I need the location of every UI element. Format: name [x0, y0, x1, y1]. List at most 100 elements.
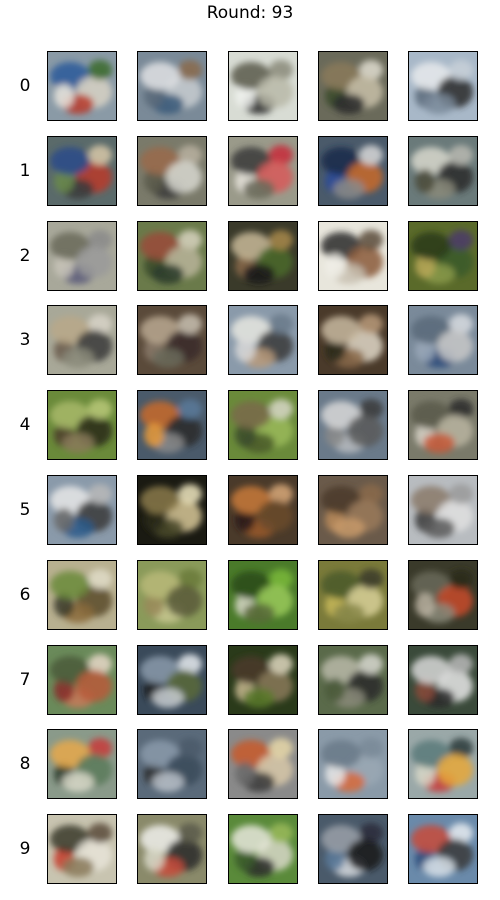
- sample-blob: [62, 433, 94, 453]
- sample-blob: [269, 314, 293, 334]
- sample-image-content: [138, 391, 206, 459]
- sample-blob: [235, 338, 255, 362]
- sample-image: [137, 390, 207, 460]
- sample-image-content: [229, 222, 297, 290]
- sample-image-content: [319, 52, 387, 120]
- sample-blob: [54, 508, 74, 532]
- sample-image-content: [229, 306, 297, 374]
- sample-image-content: [48, 391, 116, 459]
- row-label: 2: [14, 245, 36, 267]
- sample-blob: [243, 688, 275, 708]
- sample-image: [47, 51, 117, 121]
- sample-image-content: [409, 306, 477, 374]
- sample-image: [318, 136, 388, 206]
- sample-image-content: [409, 730, 477, 798]
- sample-blob: [231, 825, 271, 853]
- sample-image: [137, 136, 207, 206]
- sample-image: [408, 814, 478, 884]
- sample-image: [318, 51, 388, 121]
- sample-blob: [243, 179, 275, 199]
- sample-image-content: [409, 137, 477, 205]
- sample-blob: [325, 254, 345, 278]
- sample-blob: [415, 169, 435, 193]
- sample-image-content: [229, 646, 297, 714]
- sample-blob: [166, 161, 202, 193]
- sample-image-content: [48, 306, 116, 374]
- row-label: 8: [14, 753, 36, 775]
- sample-image: [408, 475, 478, 545]
- sample-image: [318, 645, 388, 715]
- sample-image: [318, 729, 388, 799]
- sample-blob: [178, 314, 202, 334]
- sample-blob: [269, 823, 293, 843]
- sample-image: [47, 475, 117, 545]
- sample-image-content: [138, 561, 206, 629]
- sample-image-content: [48, 137, 116, 205]
- sample-blob: [423, 518, 455, 538]
- sample-image-content: [138, 222, 206, 290]
- row-label: 0: [14, 75, 36, 97]
- sample-image-content: [229, 137, 297, 205]
- sample-blob: [449, 484, 473, 504]
- sample-blob: [333, 94, 365, 114]
- sample-blob: [415, 593, 435, 617]
- sample-image-content: [48, 52, 116, 120]
- sample-blob: [423, 433, 455, 453]
- sample-image: [137, 560, 207, 630]
- sample-image: [228, 560, 298, 630]
- sample-image-content: [409, 815, 477, 883]
- sample-blob: [269, 230, 293, 250]
- sample-image: [47, 560, 117, 630]
- sample-image: [228, 645, 298, 715]
- sample-blob: [359, 569, 383, 589]
- sample-image: [228, 136, 298, 206]
- sample-image: [318, 475, 388, 545]
- sample-blob: [325, 678, 345, 702]
- sample-image-content: [48, 476, 116, 544]
- sample-image-content: [409, 391, 477, 459]
- sample-image-content: [319, 222, 387, 290]
- figure-title: Round: 93: [0, 2, 500, 24]
- sample-image: [408, 390, 478, 460]
- sample-image: [47, 221, 117, 291]
- sample-blob: [178, 60, 202, 80]
- sample-blob: [152, 348, 184, 368]
- sample-image-content: [138, 52, 206, 120]
- sample-blob: [144, 847, 164, 871]
- sample-image-content: [409, 476, 477, 544]
- sample-image-content: [48, 222, 116, 290]
- sample-image: [408, 221, 478, 291]
- sample-blob: [333, 603, 365, 623]
- sample-image: [318, 221, 388, 291]
- sample-image: [228, 51, 298, 121]
- sample-blob: [359, 314, 383, 334]
- sample-image-content: [319, 306, 387, 374]
- sample-blob: [231, 401, 271, 429]
- sample-image: [228, 305, 298, 375]
- sample-blob: [437, 754, 473, 786]
- sample-image-content: [229, 476, 297, 544]
- sample-image-content: [48, 730, 116, 798]
- sample-image-content: [138, 646, 206, 714]
- sample-blob: [140, 62, 180, 90]
- sample-blob: [166, 585, 202, 617]
- sample-blob: [359, 145, 383, 165]
- sample-blob: [88, 60, 112, 80]
- sample-image-content: [48, 561, 116, 629]
- sample-image-content: [409, 222, 477, 290]
- sample-blob: [88, 484, 112, 504]
- sample-blob: [449, 230, 473, 250]
- sample-blob: [178, 738, 202, 758]
- sample-blob: [269, 738, 293, 758]
- sample-blob: [178, 399, 202, 419]
- sample-blob: [321, 740, 361, 768]
- sample-blob: [88, 823, 112, 843]
- sample-blob: [243, 603, 275, 623]
- sample-blob: [76, 670, 112, 702]
- sample-blob: [152, 688, 184, 708]
- sample-image: [408, 560, 478, 630]
- sample-blob: [76, 246, 112, 278]
- sample-image: [408, 51, 478, 121]
- sample-blob: [54, 84, 74, 108]
